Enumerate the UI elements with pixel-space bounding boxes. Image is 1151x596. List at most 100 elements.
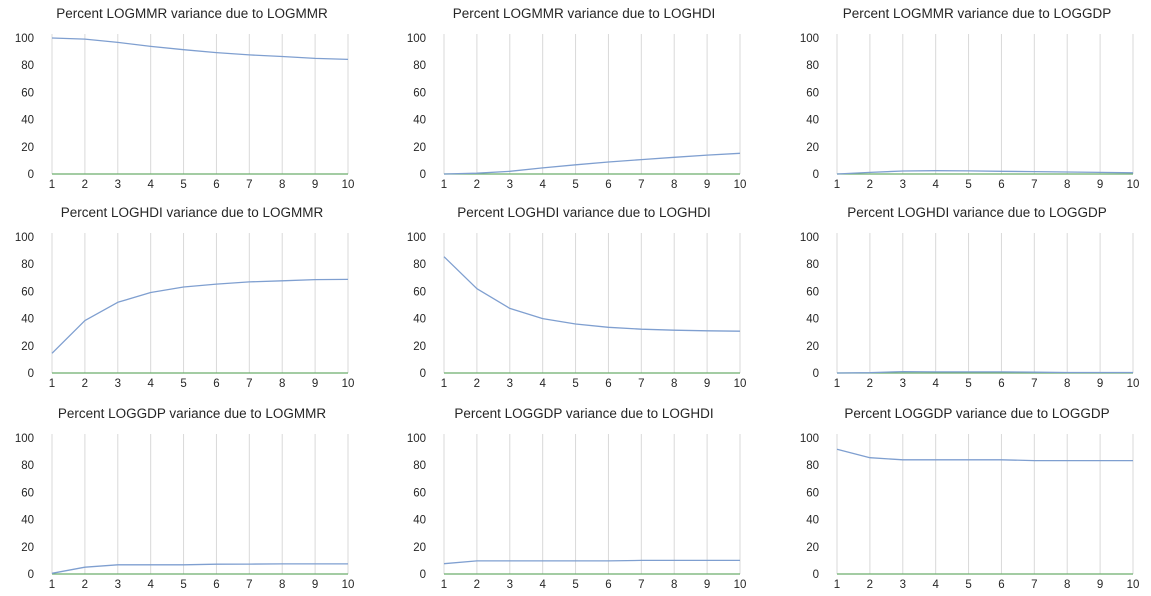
x-tick-label: 10 bbox=[342, 378, 355, 390]
x-tick-label: 8 bbox=[671, 179, 677, 191]
chart-title: Percent LOGHDI variance due to LOGGDP bbox=[847, 205, 1107, 220]
x-tick-label: 9 bbox=[704, 579, 710, 591]
y-tick-label: 60 bbox=[21, 87, 34, 99]
chart-panel: Percent LOGMMR variance due to LOGHDI 0 20… bbox=[392, 0, 776, 196]
chart-panel: Percent LOGHDI variance due to LOGHDI 0 20… bbox=[392, 199, 776, 395]
x-tick-label: 9 bbox=[1097, 378, 1103, 390]
chart-title: Percent LOGMMR variance due to LOGHDI bbox=[452, 6, 716, 21]
chart-plot: 0 20 40 60 80 100 1 2 3 4 5 6 7 8 9 10 bbox=[800, 433, 1140, 591]
x-tick-label: 9 bbox=[1097, 579, 1103, 591]
x-tick-label: 8 bbox=[1064, 378, 1070, 390]
x-tick-label: 6 bbox=[998, 579, 1004, 591]
y-tick-label: 40 bbox=[413, 115, 426, 127]
x-tick-label: 8 bbox=[1064, 579, 1070, 591]
x-tick-label: 8 bbox=[671, 579, 677, 591]
x-tick-label: 6 bbox=[998, 378, 1004, 390]
x-tick-label: 3 bbox=[900, 579, 906, 591]
y-tick-label: 60 bbox=[413, 487, 426, 499]
x-tick-label: 9 bbox=[704, 179, 710, 191]
y-tick-label: 0 bbox=[28, 569, 34, 581]
chart-plot: 0 20 40 60 80 100 1 2 3 4 5 6 7 8 9 10 bbox=[15, 232, 355, 390]
x-tick-label: 5 bbox=[965, 378, 971, 390]
y-tick-label: 0 bbox=[813, 169, 819, 181]
x-tick-label: 3 bbox=[507, 378, 513, 390]
y-tick-label: 100 bbox=[407, 433, 426, 445]
y-tick-label: 60 bbox=[21, 286, 34, 298]
x-tick-label: 1 bbox=[441, 378, 447, 390]
x-tick-label: 5 bbox=[965, 179, 971, 191]
y-tick-label: 40 bbox=[413, 515, 426, 527]
x-tick-label: 2 bbox=[867, 179, 873, 191]
y-tick-label: 20 bbox=[21, 142, 34, 154]
x-tick-label: 4 bbox=[932, 378, 939, 390]
chart-panel: Percent LOGMMR variance due to LOGGDP 0 20… bbox=[785, 0, 1151, 196]
chart-plot: 0 20 40 60 80 100 1 2 3 4 5 6 7 8 9 10 bbox=[407, 232, 747, 390]
series-line-response bbox=[836, 170, 1134, 175]
x-tick-label: 4 bbox=[539, 378, 546, 390]
chart-panel: Percent LOGMMR variance due to LOGMMR 0 20… bbox=[0, 0, 384, 196]
y-tick-label: 80 bbox=[806, 60, 819, 72]
y-tick-label: 80 bbox=[413, 460, 426, 472]
y-tick-label: 0 bbox=[420, 368, 426, 380]
y-tick-label: 100 bbox=[407, 33, 426, 45]
y-tick-label: 60 bbox=[806, 286, 819, 298]
x-tick-label: 4 bbox=[932, 179, 939, 191]
chart-title: Percent LOGGDP variance due to LOGMMR bbox=[57, 406, 327, 421]
x-tick-label: 6 bbox=[213, 579, 219, 591]
x-tick-label: 2 bbox=[474, 579, 480, 591]
x-tick-label: 8 bbox=[671, 378, 677, 390]
chart-title: Percent LOGMMR variance due to LOGGDP bbox=[842, 6, 1112, 21]
x-tick-label: 6 bbox=[605, 378, 611, 390]
y-tick-label: 20 bbox=[413, 542, 426, 554]
x-tick-label: 6 bbox=[213, 378, 219, 390]
x-tick-label: 7 bbox=[1031, 179, 1037, 191]
x-tick-label: 1 bbox=[441, 179, 447, 191]
chart-title: Percent LOGGDP variance due to LOGGDP bbox=[844, 406, 1110, 421]
x-tick-label: 4 bbox=[147, 378, 154, 390]
y-tick-label: 0 bbox=[28, 169, 34, 181]
x-tick-label: 10 bbox=[734, 378, 747, 390]
series-line-response bbox=[443, 256, 741, 332]
y-tick-label: 0 bbox=[813, 569, 819, 581]
x-tick-label: 8 bbox=[279, 378, 285, 390]
x-tick-label: 2 bbox=[82, 179, 88, 191]
x-tick-label: 8 bbox=[279, 179, 285, 191]
x-tick-label: 2 bbox=[474, 179, 480, 191]
x-tick-label: 7 bbox=[638, 579, 644, 591]
chart-plot: 0 20 40 60 80 100 1 2 3 4 5 6 7 8 9 10 bbox=[407, 433, 747, 591]
x-tick-label: 1 bbox=[834, 179, 840, 191]
x-tick-label: 6 bbox=[605, 179, 611, 191]
chart-plot: 0 20 40 60 80 100 1 2 3 4 5 6 7 8 9 10 bbox=[15, 433, 355, 591]
chart-plot: 0 20 40 60 80 100 1 2 3 4 5 6 7 8 9 10 bbox=[407, 33, 747, 191]
x-tick-label: 10 bbox=[734, 179, 747, 191]
x-tick-label: 10 bbox=[1127, 579, 1140, 591]
y-tick-label: 100 bbox=[15, 232, 34, 244]
chart-title: Percent LOGHDI variance due to LOGMMR bbox=[60, 205, 324, 220]
x-tick-label: 6 bbox=[605, 579, 611, 591]
x-tick-label: 3 bbox=[115, 179, 121, 191]
x-tick-label: 7 bbox=[246, 179, 252, 191]
y-tick-label: 60 bbox=[806, 487, 819, 499]
x-tick-label: 5 bbox=[180, 378, 186, 390]
y-tick-label: 60 bbox=[413, 87, 426, 99]
y-tick-label: 80 bbox=[806, 259, 819, 271]
y-tick-label: 40 bbox=[21, 314, 34, 326]
x-tick-label: 3 bbox=[900, 378, 906, 390]
x-tick-label: 1 bbox=[441, 579, 447, 591]
y-tick-label: 20 bbox=[413, 142, 426, 154]
y-tick-label: 60 bbox=[806, 87, 819, 99]
y-tick-label: 20 bbox=[806, 142, 819, 154]
y-tick-label: 20 bbox=[806, 542, 819, 554]
y-tick-label: 40 bbox=[21, 515, 34, 527]
y-tick-label: 40 bbox=[21, 115, 34, 127]
x-tick-label: 5 bbox=[180, 579, 186, 591]
y-tick-label: 0 bbox=[28, 368, 34, 380]
x-tick-label: 3 bbox=[115, 579, 121, 591]
y-tick-label: 80 bbox=[413, 60, 426, 72]
x-tick-label: 2 bbox=[82, 378, 88, 390]
x-tick-label: 5 bbox=[180, 179, 186, 191]
x-tick-label: 2 bbox=[867, 378, 873, 390]
y-tick-label: 80 bbox=[21, 259, 34, 271]
x-tick-label: 9 bbox=[312, 579, 318, 591]
chart-title: Percent LOGMMR variance due to LOGMMR bbox=[56, 6, 328, 21]
